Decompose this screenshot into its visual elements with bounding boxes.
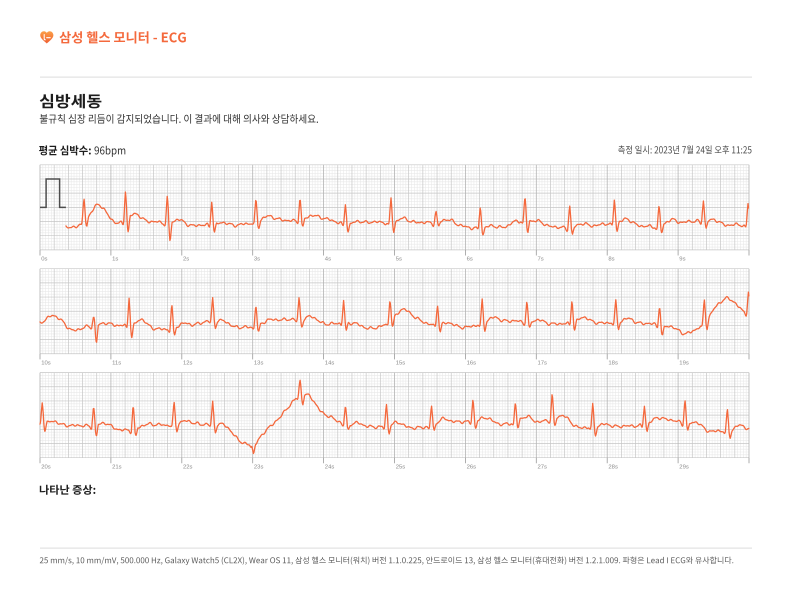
svg-text:14s: 14s bbox=[325, 361, 335, 367]
svg-text:13s: 13s bbox=[254, 361, 264, 367]
svg-text:12s: 12s bbox=[183, 361, 193, 367]
svg-text:16s: 16s bbox=[467, 361, 477, 367]
svg-text:29s: 29s bbox=[679, 464, 689, 470]
svg-text:4s: 4s bbox=[325, 257, 331, 263]
svg-text:19s: 19s bbox=[679, 361, 689, 367]
svg-text:15s: 15s bbox=[396, 361, 406, 367]
svg-text:24s: 24s bbox=[325, 464, 335, 470]
svg-text:26s: 26s bbox=[467, 464, 477, 470]
svg-text:10s: 10s bbox=[41, 361, 51, 367]
svg-text:23s: 23s bbox=[254, 464, 264, 470]
svg-text:20s: 20s bbox=[41, 464, 51, 470]
svg-text:3s: 3s bbox=[254, 257, 260, 263]
svg-text:28s: 28s bbox=[608, 464, 618, 470]
svg-text:9s: 9s bbox=[679, 257, 685, 263]
svg-text:25s: 25s bbox=[396, 464, 406, 470]
svg-text:6s: 6s bbox=[467, 257, 473, 263]
svg-text:1s: 1s bbox=[112, 257, 118, 263]
svg-text:21s: 21s bbox=[112, 464, 122, 470]
svg-text:7s: 7s bbox=[538, 257, 544, 263]
svg-text:2s: 2s bbox=[183, 257, 189, 263]
svg-text:22s: 22s bbox=[183, 464, 193, 470]
svg-text:18s: 18s bbox=[608, 361, 618, 367]
svg-text:0s: 0s bbox=[41, 257, 47, 263]
svg-text:5s: 5s bbox=[396, 257, 402, 263]
svg-text:11s: 11s bbox=[112, 361, 121, 367]
svg-text:17s: 17s bbox=[538, 361, 548, 367]
svg-text:27s: 27s bbox=[538, 464, 548, 470]
svg-text:8s: 8s bbox=[608, 257, 614, 263]
